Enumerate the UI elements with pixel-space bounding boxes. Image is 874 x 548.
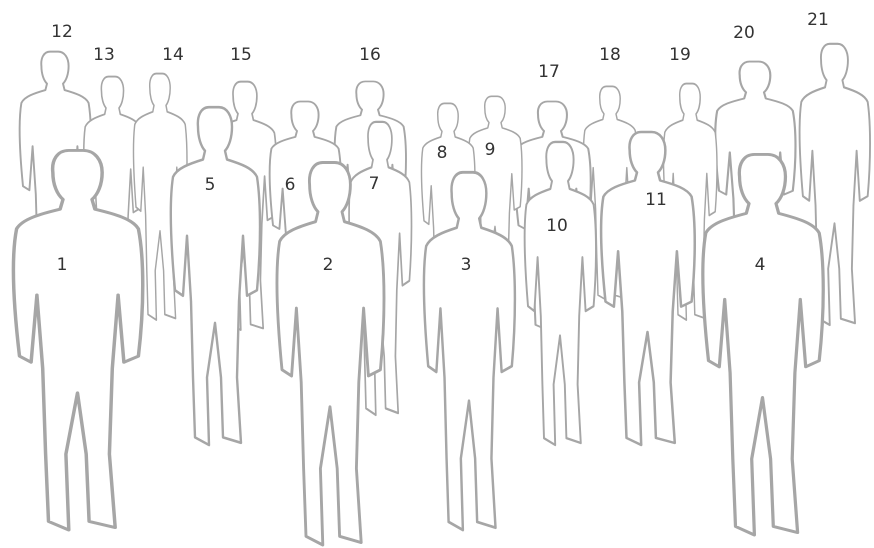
figure-number: 21 bbox=[807, 10, 829, 30]
figure-number: 3 bbox=[461, 255, 472, 275]
figure-number: 10 bbox=[546, 216, 568, 236]
figure-number: 1 bbox=[57, 255, 68, 275]
figure-number: 5 bbox=[205, 175, 216, 195]
figure-number: 11 bbox=[645, 190, 667, 210]
silhouettes bbox=[13, 44, 870, 545]
figure-number: 18 bbox=[599, 45, 621, 65]
figure-number: 7 bbox=[369, 174, 380, 194]
figure-number: 20 bbox=[733, 23, 755, 43]
figure-number: 6 bbox=[285, 175, 296, 195]
figure-number: 13 bbox=[93, 45, 115, 65]
figure-number: 19 bbox=[669, 45, 691, 65]
figure-number: 17 bbox=[538, 62, 560, 82]
figure-number: 9 bbox=[485, 140, 496, 160]
figure-number: 8 bbox=[437, 143, 448, 163]
figure-number: 16 bbox=[359, 45, 381, 65]
figure-number: 14 bbox=[162, 45, 184, 65]
figure-number: 15 bbox=[230, 45, 252, 65]
figure-number: 4 bbox=[755, 255, 766, 275]
people-diagram: 12 13 14 15 16 21 20 19 18 17 9 8 6 7 5 11 10 3 2 4 1 bbox=[0, 0, 874, 548]
figure-number: 2 bbox=[323, 255, 334, 275]
silhouette bbox=[703, 154, 823, 535]
figure-number: 12 bbox=[51, 22, 73, 42]
